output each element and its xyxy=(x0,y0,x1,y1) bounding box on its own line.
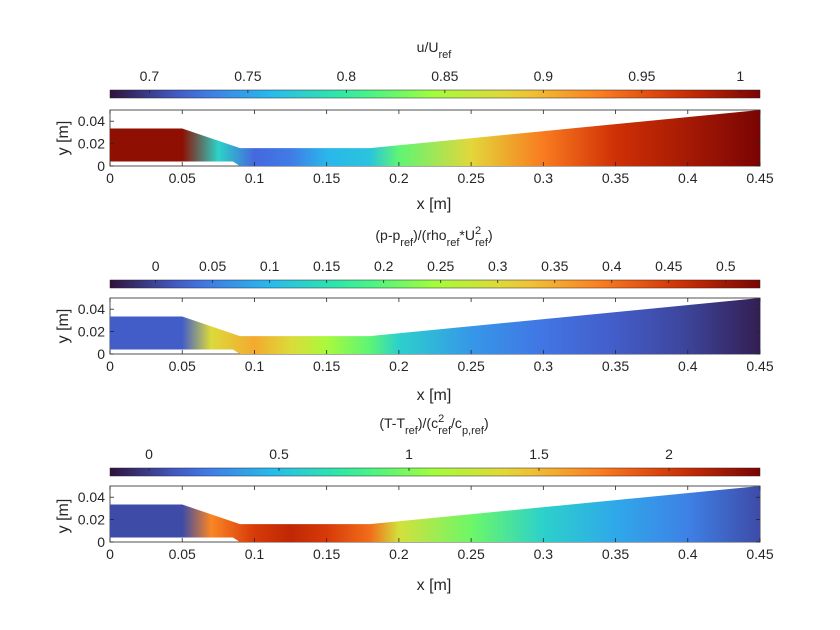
colorbar-title-3: (T-Tref)/(c2 ref/cp,ref) xyxy=(379,413,488,437)
xlabel-2: x [m] xyxy=(417,387,452,404)
colorbar-tick-label: 0.05 xyxy=(199,258,226,274)
colorbar-tick-label: 0.7 xyxy=(140,68,160,84)
plot-area-1: 0 0.05 0.1 0.15 0.2 0.25 0.3 0.35 0.4 0.45 0 0.02 0.… xyxy=(78,109,774,186)
x-tick-label: 0.3 xyxy=(534,358,554,374)
colorbar-ticklabels-1: 0.7 0.75 0.8 0.85 0.9 0.95 1 xyxy=(140,68,745,84)
xlabel-3: x [m] xyxy=(417,577,452,594)
x-tick-label: 0.15 xyxy=(313,358,340,374)
x-tick-label: 0.1 xyxy=(245,546,265,562)
colorbar-title-1: u/Uref xyxy=(417,39,453,61)
colorbar-tick-label: 0.8 xyxy=(337,68,357,84)
x-tick-label: 0.45 xyxy=(746,358,773,374)
colorbar-title-2: (p-pref)/(rhoref*U2 ref) xyxy=(375,225,492,249)
y-tick-label: 0 xyxy=(97,158,105,174)
y-tick-label: 0.02 xyxy=(78,324,105,340)
ylabel-1: y [m] xyxy=(55,121,72,156)
x-tick-label: 0.35 xyxy=(602,546,629,562)
colorbar-tick-label: 0.4 xyxy=(602,258,622,274)
colorbar-tick-label: 0 xyxy=(152,258,160,274)
x-tick-label: 0.35 xyxy=(602,358,629,374)
plot-area-2: 0 0.05 0.1 0.15 0.2 0.25 0.3 0.35 0.4 0.45 0 0.02 0.… xyxy=(78,297,774,374)
colorbar-tick-label: 0.3 xyxy=(488,258,508,274)
colorbar-tick-label: 1 xyxy=(405,446,413,462)
colorbar-ticks-1 xyxy=(148,90,741,93)
plot-area-3: 0 0.05 0.1 0.15 0.2 0.25 0.3 0.35 0.4 0.45 0 0.02 0.… xyxy=(78,485,774,562)
flow-field xyxy=(110,486,760,542)
x-tick-label: 0.25 xyxy=(457,170,484,186)
colorbar-tick-label: 1 xyxy=(736,68,744,84)
y-tick-label: 0.04 xyxy=(78,113,105,129)
x-tick-label: 0.45 xyxy=(746,546,773,562)
x-tick-label: 0.2 xyxy=(389,546,409,562)
x-tick-label: 0.1 xyxy=(245,358,265,374)
xlabel-1: x [m] xyxy=(417,196,452,213)
y-tick-label: 0.04 xyxy=(78,301,105,317)
x-tick-label: 0.25 xyxy=(457,546,484,562)
y-tick-label: 0.04 xyxy=(78,489,105,505)
flow-field xyxy=(110,298,760,354)
colorbar-tick-label: 0 xyxy=(145,446,153,462)
x-tick-label: 0 xyxy=(106,546,114,562)
y-tick-label: 0 xyxy=(97,346,105,362)
x-tick-label: 0.15 xyxy=(313,546,340,562)
colorbar-tick-label: 1.5 xyxy=(529,446,549,462)
x-tick-label: 0.4 xyxy=(678,358,698,374)
x-tick-label: 0.25 xyxy=(457,358,484,374)
x-tick-label: 0.4 xyxy=(678,170,698,186)
y-tick-label: 0.02 xyxy=(78,136,105,152)
x-tick-label: 0.05 xyxy=(169,546,196,562)
ylabel-2: y [m] xyxy=(55,309,72,344)
colorbar-3 xyxy=(109,467,761,477)
x-tick-label: 0.3 xyxy=(534,546,554,562)
colorbar-2 xyxy=(109,279,761,289)
x-tick-label: 0.05 xyxy=(169,170,196,186)
colorbar-tick-label: 0.85 xyxy=(431,68,458,84)
panel-2: (p-pref)/(rhoref*U2 ref) 0 0.05 0.1 0.15 0.2 0… xyxy=(55,225,774,404)
x-tick-label: 0 xyxy=(106,358,114,374)
colorbar-1 xyxy=(109,89,761,99)
colorbar-tick-label: 0.5 xyxy=(716,258,736,274)
colorbar-tick-label: 0.2 xyxy=(374,258,394,274)
ylabel-3: y [m] xyxy=(55,499,72,534)
colorbar-tick-label: 0.35 xyxy=(541,258,568,274)
x-tick-label: 0.35 xyxy=(602,170,629,186)
x-tick-label: 0.3 xyxy=(534,170,554,186)
colorbar-tick-label: 2 xyxy=(665,446,673,462)
colorbar-ticklabels-2: 0 0.05 0.1 0.15 0.2 0.25 0.3 0.35 0.4 0.45 0.5 xyxy=(152,258,736,274)
colorbar-tick-label: 0.5 xyxy=(269,446,289,462)
x-tick-label: 0.2 xyxy=(389,358,409,374)
colorbar-tick-label: 0.95 xyxy=(628,68,655,84)
y-tick-label: 0.02 xyxy=(78,512,105,528)
x-tick-label: 0.4 xyxy=(678,546,698,562)
colorbar-ticks-2 xyxy=(155,280,727,283)
x-tick-label: 0 xyxy=(106,170,114,186)
colorbar-tick-label: 0.25 xyxy=(427,258,454,274)
colorbar-ticks-3 xyxy=(148,468,670,471)
colorbar-tick-label: 0.1 xyxy=(260,258,280,274)
panel-1: u/Uref 0.7 0.75 0.8 0.85 0.9 0.95 1 0 0.05 0.1 0.… xyxy=(55,39,774,213)
y-tick-label: 0 xyxy=(97,534,105,550)
colorbar-tick-label: 0.9 xyxy=(534,68,554,84)
x-tick-label: 0.1 xyxy=(245,170,265,186)
colorbar-tick-label: 0.45 xyxy=(655,258,682,274)
x-tick-label: 0.15 xyxy=(313,170,340,186)
colorbar-tick-label: 0.15 xyxy=(313,258,340,274)
colorbar-ticklabels-3: 0 0.5 1 1.5 2 xyxy=(145,446,673,462)
flow-field xyxy=(110,110,760,166)
x-tick-label: 0.05 xyxy=(169,358,196,374)
x-tick-label: 0.45 xyxy=(746,170,773,186)
colorbar-tick-label: 0.75 xyxy=(234,68,261,84)
panel-3: (T-Tref)/(c2 ref/cp,ref) 0 0.5 1 1.5 2 0 0.05 0… xyxy=(55,413,774,594)
x-tick-label: 0.2 xyxy=(389,170,409,186)
